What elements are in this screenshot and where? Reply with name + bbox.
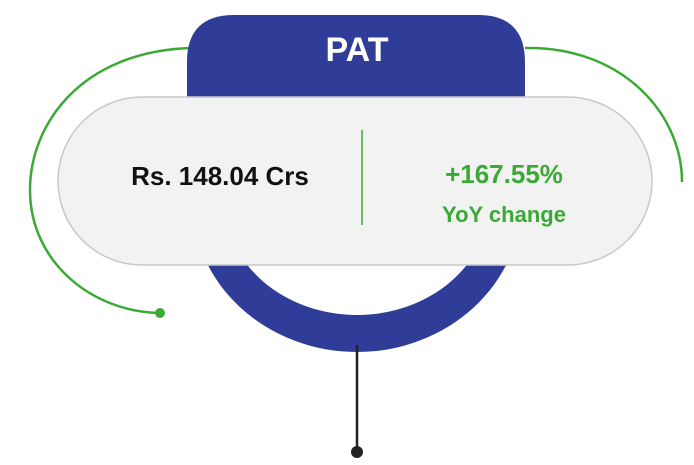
value-pill <box>57 96 653 266</box>
right-arc <box>524 46 684 183</box>
change-label: YoY change <box>442 202 566 227</box>
title: PAT <box>326 31 389 69</box>
title-tab <box>187 15 525 110</box>
stem-dot <box>351 446 363 458</box>
value: Rs. 148.04 Crs <box>131 161 309 191</box>
left-arc <box>28 46 191 315</box>
change: +167.55% <box>445 159 563 189</box>
left-arc-dot <box>155 308 165 318</box>
